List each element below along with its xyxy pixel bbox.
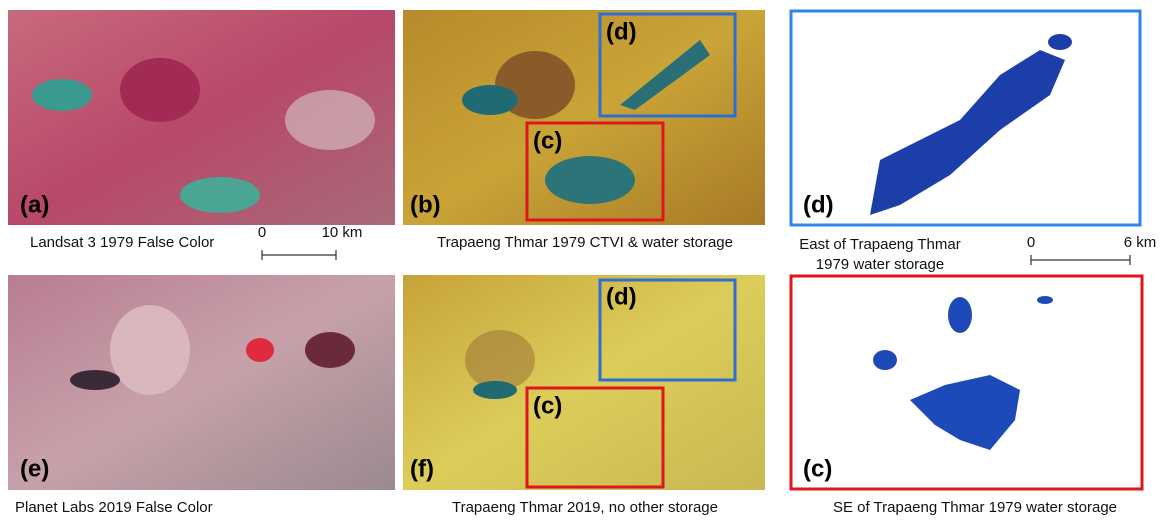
inset-label: (d) — [606, 18, 637, 45]
caption: Planet Labs 2019 False Color — [15, 499, 213, 516]
water — [473, 381, 517, 399]
page: (a) Landsat 3 1979 False Color 0 10 km (… — [0, 0, 1166, 521]
panel-c: (c) — [791, 276, 1142, 489]
caption: Trapaeng Thmar 1979 CTVI & water storage — [437, 234, 733, 251]
panel-label: (c) — [803, 455, 832, 482]
panel-label: (e) — [20, 455, 49, 482]
caption: Trapaeng Thmar 2019, no other storage — [452, 499, 718, 516]
panel-label: (a) — [20, 191, 49, 218]
panel-e: (e) — [8, 275, 395, 490]
caption: Landsat 3 1979 False Color — [30, 234, 214, 251]
caption: SE of Trapaeng Thmar 1979 water storage — [833, 499, 1117, 516]
scale-start: 0 — [258, 224, 266, 241]
panel-label: (b) — [410, 191, 441, 218]
field — [110, 305, 190, 395]
satellite-image — [8, 275, 395, 490]
water — [70, 370, 120, 390]
water — [32, 79, 92, 111]
water — [545, 156, 635, 204]
vegetation — [246, 338, 274, 362]
figure: (a) Landsat 3 1979 False Color 0 10 km (… — [0, 0, 1166, 521]
field — [120, 58, 200, 122]
caption: 1979 water storage — [816, 256, 944, 273]
panel-d: (d) — [791, 11, 1140, 225]
field — [465, 330, 535, 390]
water-storage — [873, 350, 897, 370]
water-storage — [948, 297, 972, 333]
ctvi-image — [403, 275, 765, 490]
panel-b: (d) (c) (b) — [403, 10, 765, 225]
scale-end: 6 km — [1124, 234, 1157, 251]
panel-a: (a) — [8, 10, 395, 225]
inset-label: (c) — [533, 127, 562, 154]
inset-label: (d) — [606, 283, 637, 310]
panel-f: (d) (c) (f) — [403, 275, 765, 490]
scale-bar — [1031, 255, 1130, 265]
water-storage — [1037, 296, 1053, 304]
scale-bar — [262, 250, 336, 260]
caption: East of Trapaeng Thmar — [799, 236, 960, 253]
scale-start: 0 — [1027, 234, 1035, 251]
water — [305, 332, 355, 368]
inset-label: (c) — [533, 392, 562, 419]
scale-end: 10 km — [322, 224, 363, 241]
panel-label: (f) — [410, 455, 434, 482]
water — [180, 177, 260, 213]
water — [462, 85, 518, 115]
cloud — [285, 90, 375, 150]
water-storage — [1048, 34, 1072, 50]
panel-label: (d) — [803, 191, 834, 218]
